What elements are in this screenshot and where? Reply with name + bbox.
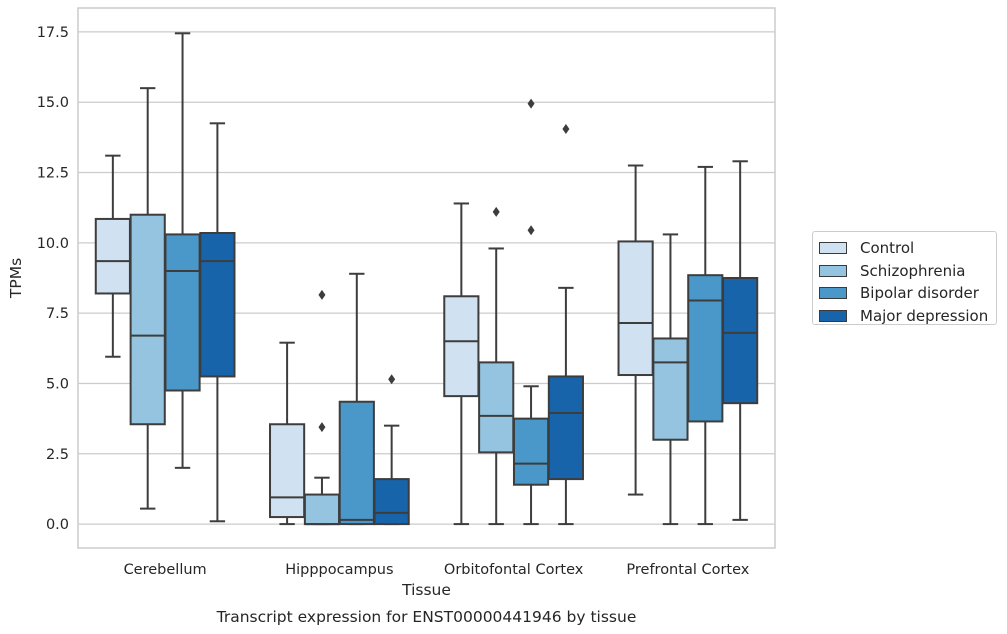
- y-tick-label: 0.0: [46, 517, 69, 533]
- x-tick-label: Hipppocampus: [285, 562, 393, 578]
- box-iqr: [652, 337, 689, 441]
- chart-legend: Control Schizophrenia Bipolar disorder M…: [812, 231, 997, 325]
- box-3-2: [687, 165, 724, 526]
- box-iqr: [512, 417, 550, 486]
- legend-swatch-depression: [819, 309, 847, 322]
- box-2-3: [547, 123, 584, 526]
- box-iqr: [722, 277, 759, 405]
- y-tick-label: 2.5: [46, 447, 69, 463]
- x-tick-label: Cerebellum: [124, 562, 207, 578]
- y-tick-label: 12.5: [37, 166, 69, 182]
- box-2-2: [512, 98, 550, 526]
- box-1-1: [303, 289, 341, 526]
- box-iqr: [478, 361, 515, 454]
- box-0-0: [94, 154, 131, 358]
- flier-point: [527, 225, 535, 236]
- legend-item-bipolar: Bipolar disorder: [819, 282, 996, 305]
- box-3-0: [617, 164, 654, 496]
- legend-label-schizophrenia: Schizophrenia: [860, 261, 966, 280]
- box-iqr: [338, 400, 375, 526]
- x-axis-label: Tissue: [401, 581, 451, 599]
- legend-item-depression: Major depression: [819, 305, 996, 328]
- box-0-2: [164, 32, 201, 469]
- box-1-2: [338, 272, 375, 526]
- legend-label-control: Control: [860, 239, 915, 258]
- box-3-1: [652, 233, 689, 526]
- y-tick-label: 10.0: [37, 236, 69, 252]
- box-0-1: [129, 87, 166, 510]
- legend-label-bipolar: Bipolar disorder: [860, 284, 979, 303]
- y-tick-label: 7.5: [46, 306, 69, 322]
- box-iqr: [129, 213, 166, 426]
- legend-label-depression: Major depression: [860, 306, 989, 325]
- box-iqr: [687, 274, 724, 423]
- box-1-0: [269, 341, 306, 526]
- plot-frame: [77, 7, 776, 549]
- box-iqr: [617, 240, 654, 377]
- box-iqr: [303, 493, 341, 526]
- box-iqr: [373, 478, 410, 526]
- y-axis-ticks: 0.0 2.5 5.0 7.5 10.0 12.5 15.0 17.5: [37, 25, 69, 533]
- box-iqr: [94, 217, 131, 295]
- x-axis-ticks: Cerebellum Hipppocampus Orbitofontal Corte…: [124, 562, 750, 578]
- chart-caption: Transcript expression for ENST0000044194…: [216, 608, 637, 626]
- legend-swatch-schizophrenia: [819, 264, 847, 277]
- y-tick-label: 5.0: [46, 376, 69, 392]
- legend-item-schizophrenia: Schizophrenia: [819, 260, 996, 283]
- flier-point: [318, 289, 326, 300]
- legend-swatch-bipolar: [819, 287, 847, 300]
- box-3-3: [722, 160, 759, 521]
- x-tick-label: Orbitofontal Cortex: [444, 562, 584, 578]
- box-iqr: [269, 423, 306, 519]
- x-tick-label: Prefrontal Cortex: [626, 562, 749, 578]
- legend-item-control: Control: [819, 237, 996, 260]
- box-2-0: [443, 202, 480, 526]
- flier-point: [562, 123, 570, 134]
- box-1-3: [373, 374, 410, 526]
- y-tick-label: 15.0: [37, 95, 69, 111]
- flier-point: [318, 422, 326, 433]
- flier-point: [492, 206, 500, 217]
- y-axis-label: TPMs: [7, 258, 25, 299]
- flier-point: [388, 374, 396, 385]
- box-iqr: [164, 233, 201, 392]
- box-iqr: [199, 232, 236, 378]
- box-0-3: [199, 122, 236, 523]
- box-2-1: [478, 206, 515, 526]
- box-iqr: [547, 375, 584, 481]
- flier-point: [527, 98, 535, 109]
- legend-swatch-control: [819, 242, 847, 255]
- box-iqr: [443, 295, 480, 398]
- box-groups: [94, 32, 759, 526]
- y-tick-label: 17.5: [37, 25, 69, 41]
